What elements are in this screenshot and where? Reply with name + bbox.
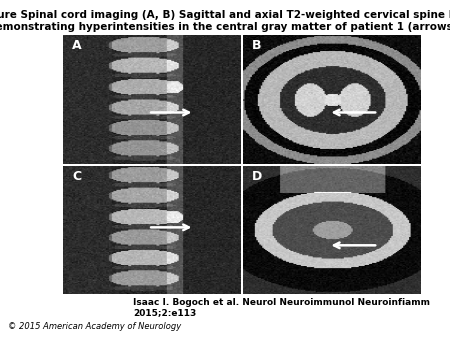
Text: B: B xyxy=(252,39,261,52)
Text: Isaac I. Bogoch et al. Neurol Neuroimmunol Neuroinfiamm: Isaac I. Bogoch et al. Neurol Neuroimmun… xyxy=(133,298,430,307)
Text: Figure Spinal cord imaging (A, B) Sagittal and axial T2-weighted cervical spine : Figure Spinal cord imaging (A, B) Sagitt… xyxy=(0,10,450,20)
Text: D: D xyxy=(252,170,262,183)
Text: demonstrating hyperintensities in the central gray matter of patient 1 (arrows).: demonstrating hyperintensities in the ce… xyxy=(0,22,450,32)
Text: C: C xyxy=(72,170,81,183)
Text: A: A xyxy=(72,39,81,52)
Text: © 2015 American Academy of Neurology: © 2015 American Academy of Neurology xyxy=(8,321,181,331)
Text: 2015;2:e113: 2015;2:e113 xyxy=(133,308,196,317)
